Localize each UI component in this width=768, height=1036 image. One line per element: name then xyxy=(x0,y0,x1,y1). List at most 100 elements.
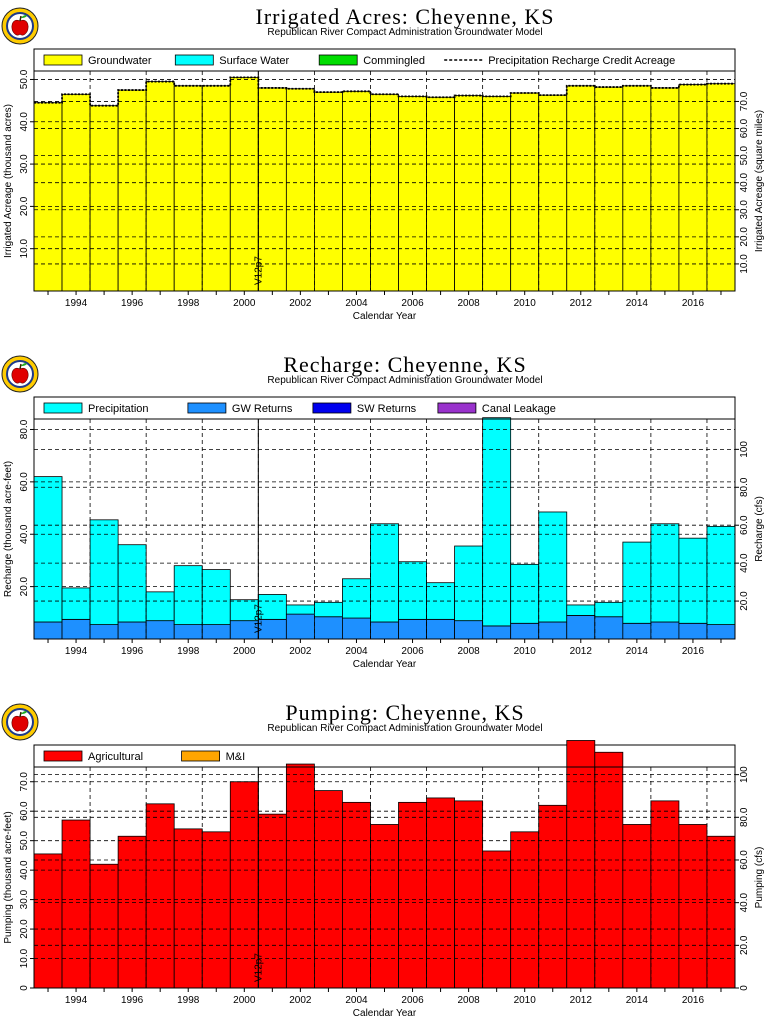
bar xyxy=(650,800,680,989)
y-axis-right: 10.0 20.0 30.0 40.0 50.0 60.0 70.0 xyxy=(735,91,750,274)
version-marker-label: V12p7 xyxy=(253,953,264,982)
y-tick-label: 20.0 xyxy=(19,576,30,596)
bar xyxy=(145,803,175,989)
x-tick-label: 2002 xyxy=(289,995,312,1006)
bar xyxy=(538,804,568,989)
y-tick-label-right: 100 xyxy=(739,441,750,458)
bar xyxy=(566,615,596,640)
bar xyxy=(117,835,147,989)
bar xyxy=(426,618,455,640)
bar xyxy=(61,618,91,640)
legend: Agricultural M&I xyxy=(33,744,736,768)
logo-leaf xyxy=(21,363,27,366)
y-tick-label-right: 70.0 xyxy=(739,91,750,111)
x-axis: 1994 1996 1998 2000 2002 2004 2006 2008 2010 2012… xyxy=(47,639,722,657)
bar xyxy=(33,102,63,292)
logo-leaf xyxy=(21,711,27,714)
x-tick-label: 2012 xyxy=(570,646,593,657)
legend-label: Precipitation Recharge Credit Acreage xyxy=(488,55,675,67)
recharge-panel: Recharge: Cheyenne, KS Republican River C… xyxy=(0,348,768,688)
x-axis-label: Calendar Year xyxy=(353,311,417,322)
y-tick-label-right: 20.0 xyxy=(739,591,750,611)
x-tick-label: 2006 xyxy=(401,646,424,657)
bar xyxy=(678,537,708,624)
logo-stem xyxy=(19,15,22,22)
y-tick-label-right: 0 xyxy=(739,985,750,991)
chart-subtitle: Republican River Compact Administration … xyxy=(267,723,542,734)
legend-label: Canal Leakage xyxy=(482,403,556,415)
x-tick-label: 1998 xyxy=(177,995,200,1006)
bar xyxy=(201,85,231,292)
bar xyxy=(538,511,568,623)
y-tick-label: 60.0 xyxy=(19,801,30,821)
y-axis-label: Irrigated Acreage (thousand acres) xyxy=(3,104,14,258)
logo-stem xyxy=(19,711,22,718)
bar xyxy=(566,740,596,989)
bar xyxy=(482,417,512,627)
y-tick-label-right: 40.0 xyxy=(739,173,750,193)
y-axis-left: 20.0 40.0 60.0 80.0 xyxy=(19,419,34,596)
bar xyxy=(566,85,596,292)
legend: Groundwater Surface Water Commingled Precip… xyxy=(33,48,736,72)
x-tick-label: 1996 xyxy=(121,646,144,657)
y-tick-label-right: 80.0 xyxy=(739,807,750,827)
legend-swatch xyxy=(43,402,83,414)
x-tick-label: 2016 xyxy=(682,298,705,309)
legend-swatch xyxy=(318,54,358,66)
legend-swatch xyxy=(174,54,214,66)
apple-logo-icon xyxy=(1,355,39,393)
bar xyxy=(538,621,568,640)
bar xyxy=(342,801,371,989)
x-tick-label: 2016 xyxy=(682,646,705,657)
bar xyxy=(342,578,371,619)
x-tick-label: 2008 xyxy=(457,298,480,309)
y-tick-label-right: 60.0 xyxy=(739,118,750,138)
bar xyxy=(201,624,231,640)
y-tick-label: 60.0 xyxy=(19,472,30,492)
x-axis: 1994 1996 1998 2000 2002 2004 2006 2008 2010 2012… xyxy=(47,291,722,309)
x-tick-label: 2016 xyxy=(682,995,705,1006)
x-tick-label: 2010 xyxy=(514,646,537,657)
bar xyxy=(706,624,736,640)
bar xyxy=(342,90,371,292)
y-tick-label: 50.0 xyxy=(19,830,30,850)
bar xyxy=(678,84,708,292)
bars xyxy=(33,76,736,292)
bars xyxy=(33,740,736,989)
bar xyxy=(89,624,119,640)
y-tick-label-right: 20.0 xyxy=(739,935,750,955)
y-tick-label: 40.0 xyxy=(19,112,30,132)
x-tick-label: 2012 xyxy=(570,298,593,309)
y-tick-label-right: 30.0 xyxy=(739,200,750,220)
bar xyxy=(313,790,343,989)
bar xyxy=(482,850,512,989)
bar xyxy=(117,544,147,623)
legend-label: SW Returns xyxy=(357,403,417,415)
x-tick-label: 2000 xyxy=(233,298,256,309)
x-tick-label: 2014 xyxy=(626,646,649,657)
bar xyxy=(285,763,315,989)
bar xyxy=(678,622,708,640)
bar xyxy=(285,613,315,640)
irrigated-acres-chart: Irrigated Acres: Cheyenne, KSRepublican … xyxy=(1,4,765,322)
bar xyxy=(454,95,484,292)
y-tick-label: 80.0 xyxy=(19,419,30,439)
x-axis-label: Calendar Year xyxy=(353,1008,417,1019)
y-tick-label: 40.0 xyxy=(19,524,30,544)
bar xyxy=(33,853,63,989)
x-tick-label: 2014 xyxy=(626,298,649,309)
y-tick-label-right: 40.0 xyxy=(739,553,750,573)
legend-swatch xyxy=(43,750,83,762)
bar xyxy=(622,85,652,292)
legend-label: Commingled xyxy=(363,55,425,67)
logo-apple xyxy=(11,715,29,732)
bar xyxy=(650,621,680,640)
bar xyxy=(650,523,680,623)
x-tick-label: 2004 xyxy=(345,298,368,309)
y-axis-right: 0 20.0 40.0 60.0 80.0 100 xyxy=(735,766,750,991)
y-axis-label-right: Irrigated Acreage (square miles) xyxy=(754,110,765,252)
logo-stem xyxy=(19,363,22,370)
bar xyxy=(706,83,736,292)
legend-label: Precipitation xyxy=(88,403,149,415)
